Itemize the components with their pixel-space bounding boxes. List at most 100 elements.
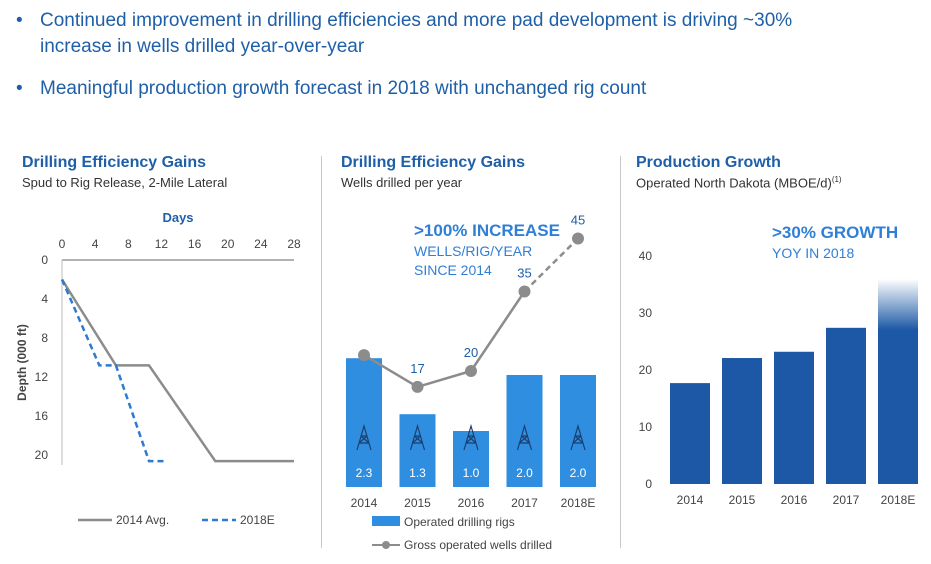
y-tick-label: 30 bbox=[639, 306, 653, 320]
annotation-title: >100% INCREASE bbox=[414, 221, 560, 240]
chart3-footnote-ref: (1) bbox=[831, 175, 842, 184]
y-tick-label: 20 bbox=[35, 448, 49, 462]
chart2-subtitle: Wells drilled per year bbox=[341, 175, 463, 190]
wells-line-forecast bbox=[523, 237, 579, 293]
bar-value-label: 1.0 bbox=[463, 466, 480, 480]
wells-value-label: 17 bbox=[410, 361, 424, 376]
bullet-1: • Continued improvement in drilling effi… bbox=[16, 8, 793, 60]
wells-value-label: 23 bbox=[357, 329, 371, 344]
y-tick-label: 0 bbox=[41, 253, 48, 267]
x-tick-label: 2017 bbox=[833, 493, 860, 507]
chart3-subtitle-text: Operated North Dakota (MBOE/d) bbox=[636, 175, 832, 191]
bar-value-label: 1.3 bbox=[409, 466, 426, 480]
wells-point-2015 bbox=[411, 380, 424, 393]
annotation-line: YOY IN 2018 bbox=[772, 245, 854, 261]
wells-point-2014 bbox=[358, 349, 370, 362]
bullet-2: • Meaningful production growth forecast … bbox=[16, 76, 647, 102]
bullet-1-line1: Continued improvement in drilling effici… bbox=[40, 10, 793, 31]
y-tick-label: 40 bbox=[639, 249, 653, 263]
rig-icon bbox=[570, 423, 586, 451]
bar-rigs-2018E bbox=[560, 375, 596, 487]
x-tick-label: 4 bbox=[92, 237, 99, 251]
bullet-1-line2: increase in wells drilled year-over-year bbox=[40, 36, 365, 57]
x-tick-label: 2014 bbox=[351, 496, 378, 510]
wells-line-actual bbox=[363, 290, 526, 389]
legend-label: 2018E bbox=[240, 513, 275, 527]
bullet-dot: • bbox=[16, 78, 23, 99]
legend-label-rigs: Operated drilling rigs bbox=[404, 515, 515, 529]
bar-value-label: 2.3 bbox=[356, 466, 373, 480]
y-tick-label: 8 bbox=[41, 331, 48, 345]
bar-value-label: 2.0 bbox=[570, 466, 587, 480]
legend-label-wells: Gross operated wells drilled bbox=[404, 538, 552, 552]
bullet-2-line1: Meaningful production growth forecast in… bbox=[40, 78, 647, 99]
rig-icon bbox=[409, 423, 426, 451]
x-tick-label: 2017 bbox=[511, 496, 538, 510]
y-tick-label: 10 bbox=[639, 420, 653, 434]
bar-production-2016 bbox=[774, 351, 814, 484]
chart1-title: Drilling Efficiency Gains bbox=[22, 154, 207, 171]
y-tick-label: 0 bbox=[645, 477, 652, 491]
y-tick-label: 4 bbox=[41, 292, 48, 306]
bar-production-2015 bbox=[722, 358, 762, 484]
chart1-drilling-days: Days 0 4 8 12 16 20 24 28 0 4 8 12 16 20 Depth (000 ft)… bbox=[15, 210, 301, 527]
x-tick-label: 2015 bbox=[729, 493, 756, 507]
x-tick-label: 20 bbox=[221, 237, 235, 251]
chart3-subtitle: Operated North Dakota (MBOE/d)(1) bbox=[636, 175, 842, 190]
wells-value-label: 45 bbox=[571, 213, 585, 228]
rig-icon-frame bbox=[409, 423, 426, 451]
legend-label: 2014 Avg. bbox=[116, 513, 169, 527]
chart2-wells-per-year: 2.3 2014 1.3 2015 1.0 2016 2.0 2017 2.0 2018E 23 17… bbox=[346, 213, 596, 552]
bar-rigs-2014 bbox=[346, 358, 382, 487]
series-line-2018e bbox=[60, 279, 166, 463]
panel-divider-2 bbox=[620, 156, 621, 548]
x-tick-label: 2016 bbox=[781, 493, 808, 507]
x-tick-label: 28 bbox=[287, 237, 301, 251]
rig-icon bbox=[516, 423, 533, 451]
x-tick-label: 24 bbox=[254, 237, 268, 251]
x-tick-label: 2015 bbox=[404, 496, 431, 510]
wells-point-2017 bbox=[518, 285, 531, 298]
rig-icon bbox=[356, 423, 372, 451]
wells-value-label: 35 bbox=[517, 266, 531, 281]
rig-icon bbox=[463, 423, 479, 451]
bar-rigs-2016 bbox=[453, 431, 489, 487]
legend-swatch-rigs bbox=[372, 516, 400, 526]
rig-icon-frame bbox=[463, 423, 479, 451]
y-axis-title: Depth (000 ft) bbox=[15, 324, 29, 401]
bar-value-label: 2.0 bbox=[516, 466, 533, 480]
bullet-dot: • bbox=[16, 10, 23, 31]
wells-value-label: 20 bbox=[464, 345, 478, 360]
x-tick-label: 2018E bbox=[561, 496, 596, 510]
wells-point-2018E bbox=[572, 232, 584, 245]
bar-production-2014 bbox=[670, 383, 710, 484]
series-line-2014-avg bbox=[60, 278, 294, 463]
chart3-production-growth: 0 10 20 30 40 2014 2015 2016 2017 2018E >30% GROWT… bbox=[639, 223, 918, 507]
x-tick-label: 2016 bbox=[458, 496, 485, 510]
chart2-title: Drilling Efficiency Gains bbox=[341, 154, 526, 171]
panel-divider-1 bbox=[321, 156, 322, 548]
bar-production-2017 bbox=[826, 327, 866, 484]
x-tick-label: 0 bbox=[59, 237, 66, 251]
rig-icon-frame bbox=[356, 423, 372, 451]
annotation-line: SINCE 2014 bbox=[414, 262, 492, 278]
y-tick-label: 16 bbox=[35, 409, 49, 423]
legend-swatch-wells-dot bbox=[382, 541, 390, 549]
y-tick-label: 12 bbox=[35, 370, 49, 384]
x-tick-label: 8 bbox=[125, 237, 132, 251]
chart3-title: Production Growth bbox=[636, 154, 781, 171]
x-tick-label: 16 bbox=[188, 237, 202, 251]
x-tick-label: 2018E bbox=[881, 493, 916, 507]
y-tick-label: 20 bbox=[639, 363, 653, 377]
x-tick-label: 12 bbox=[155, 237, 169, 251]
rig-icon-frame bbox=[570, 423, 586, 451]
bar-rigs-2017 bbox=[506, 375, 543, 487]
rig-icon-frame bbox=[516, 423, 533, 451]
x-axis-title: Days bbox=[162, 210, 193, 225]
x-tick-label: 2014 bbox=[677, 493, 704, 507]
annotation-title: >30% GROWTH bbox=[772, 223, 898, 242]
chart1-subtitle: Spud to Rig Release, 2-Mile Lateral bbox=[22, 175, 228, 190]
bar-production-2018E bbox=[878, 278, 918, 484]
wells-point-2016 bbox=[465, 365, 477, 377]
annotation-line: WELLS/RIG/YEAR bbox=[414, 243, 532, 259]
